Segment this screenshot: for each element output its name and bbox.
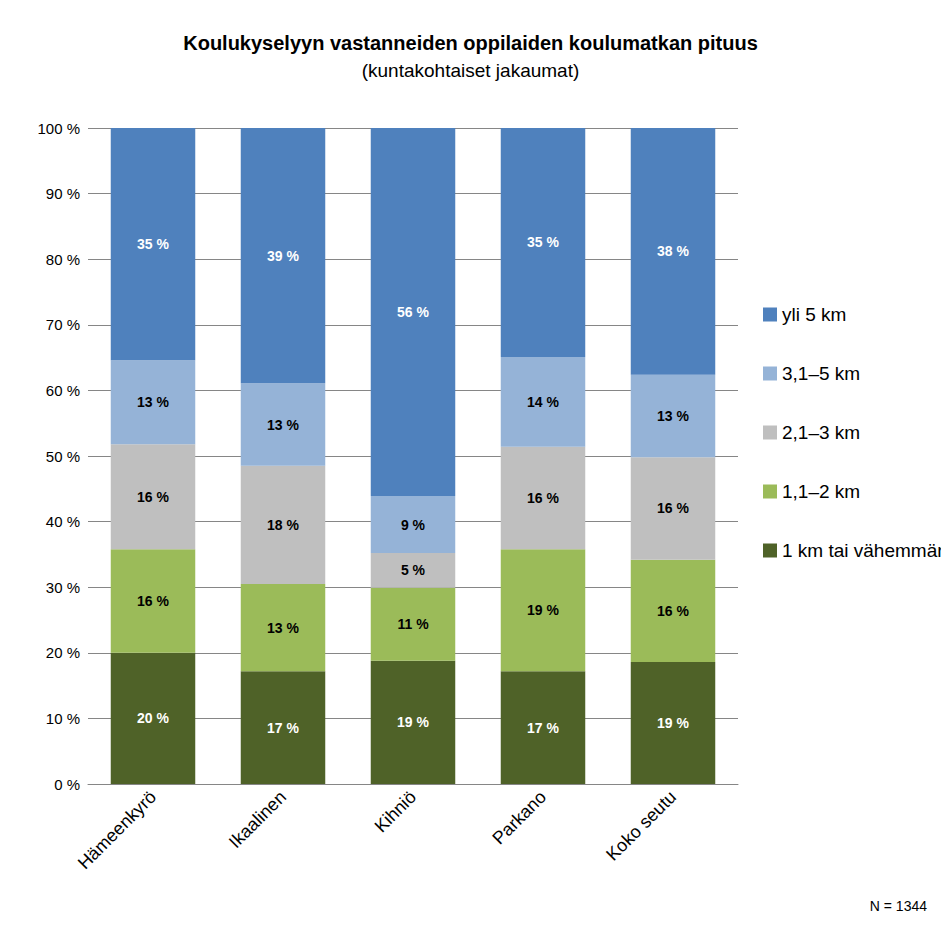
svg-text:39 %: 39 % — [267, 248, 299, 264]
svg-text:50 %: 50 % — [46, 448, 80, 465]
svg-text:80 %: 80 % — [46, 251, 80, 268]
svg-text:Koulukyselyyn vastanneiden opp: Koulukyselyyn vastanneiden oppilaiden ko… — [183, 32, 758, 54]
svg-text:16 %: 16 % — [657, 500, 689, 516]
svg-text:14 %: 14 % — [527, 394, 559, 410]
svg-text:2,1–3 km: 2,1–3 km — [782, 422, 860, 443]
svg-text:20 %: 20 % — [137, 710, 169, 726]
svg-text:100 %: 100 % — [37, 120, 80, 137]
svg-text:38 %: 38 % — [657, 243, 689, 259]
svg-text:20 %: 20 % — [46, 644, 80, 661]
svg-text:Hämeenkyrö: Hämeenkyrö — [74, 787, 160, 873]
svg-text:yli 5 km: yli 5 km — [782, 304, 846, 325]
svg-text:3,1–5 km: 3,1–5 km — [782, 363, 860, 384]
svg-text:19 %: 19 % — [527, 602, 559, 618]
svg-text:10 %: 10 % — [46, 710, 80, 727]
svg-text:70 %: 70 % — [46, 316, 80, 333]
svg-text:18 %: 18 % — [267, 517, 299, 533]
svg-text:17 %: 17 % — [527, 720, 559, 736]
svg-text:13 %: 13 % — [657, 408, 689, 424]
svg-text:N = 1344: N = 1344 — [870, 898, 927, 914]
svg-text:1 km tai vähemmän: 1 km tai vähemmän — [782, 540, 941, 561]
svg-text:9 %: 9 % — [401, 517, 426, 533]
svg-text:19 %: 19 % — [397, 714, 429, 730]
svg-text:17 %: 17 % — [267, 720, 299, 736]
svg-text:Koko seutu: Koko seutu — [602, 787, 680, 865]
svg-text:16 %: 16 % — [137, 489, 169, 505]
svg-text:56 %: 56 % — [397, 304, 429, 320]
svg-text:(kuntakohtaiset jakaumat): (kuntakohtaiset jakaumat) — [362, 60, 580, 81]
svg-text:13 %: 13 % — [137, 394, 169, 410]
svg-text:0 %: 0 % — [54, 776, 80, 793]
svg-text:Parkano: Parkano — [489, 787, 551, 849]
svg-text:90 %: 90 % — [46, 185, 80, 202]
svg-text:13 %: 13 % — [267, 620, 299, 636]
svg-text:30 %: 30 % — [46, 579, 80, 596]
svg-text:35 %: 35 % — [137, 236, 169, 252]
svg-text:16 %: 16 % — [137, 593, 169, 609]
svg-text:11 %: 11 % — [397, 616, 429, 632]
svg-text:40 %: 40 % — [46, 513, 80, 530]
svg-text:60 %: 60 % — [46, 382, 80, 399]
svg-text:13 %: 13 % — [267, 417, 299, 433]
svg-text:5 %: 5 % — [401, 562, 426, 578]
svg-text:Ikaalinen: Ikaalinen — [225, 787, 290, 852]
svg-text:16 %: 16 % — [527, 490, 559, 506]
svg-text:19 %: 19 % — [657, 715, 689, 731]
svg-text:Kihniö: Kihniö — [371, 787, 420, 836]
svg-text:16 %: 16 % — [657, 603, 689, 619]
svg-text:35 %: 35 % — [527, 234, 559, 250]
svg-text:1,1–2 km: 1,1–2 km — [782, 481, 860, 502]
